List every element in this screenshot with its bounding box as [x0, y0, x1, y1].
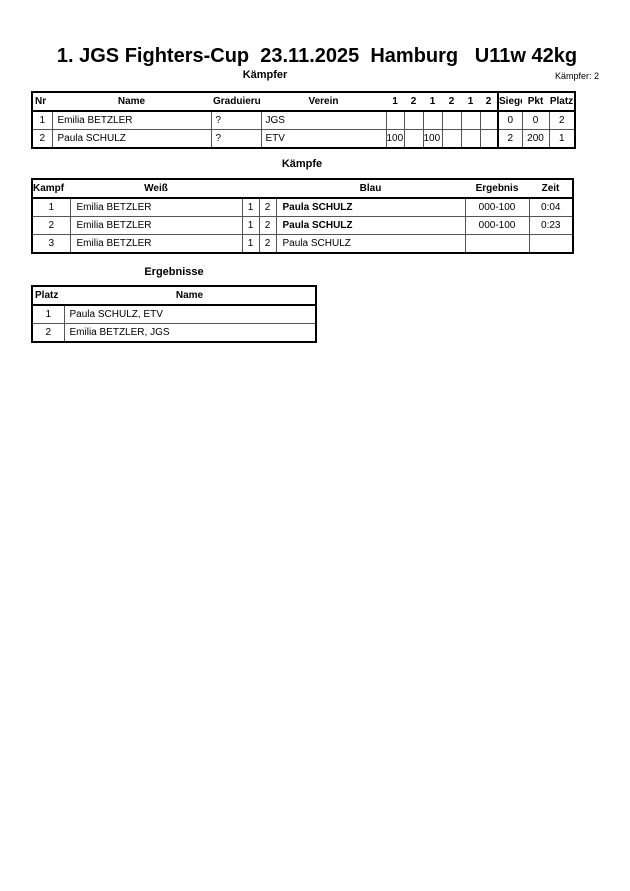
platz-cell: 2 [548, 110, 576, 130]
col-pkt: Pkt [522, 91, 549, 112]
siege-cell: 0 [497, 110, 523, 130]
zeit-cell: 0:23 [528, 216, 574, 235]
fight-row: 1 Emilia BETZLER 1 2 Paula SCHULZ 000-100 0:04 [31, 197, 574, 217]
weiss-cell: Emilia BETZLER [69, 216, 243, 235]
page-title: 1. JGS Fighters-Cup 23.11.2025 Hamburg U… [56, 45, 578, 67]
score-cell [403, 110, 424, 130]
fighters-heading: Kämpfer [242, 69, 288, 81]
blau-cell: Paula SCHULZ [275, 234, 466, 254]
col-blau: Blau [276, 178, 465, 199]
col-grad: Graduierung [211, 91, 261, 112]
col-r: 1 [461, 91, 480, 112]
col-r: 2 [404, 91, 423, 112]
score-a-cell: 1 [241, 216, 260, 235]
platz-cell: 1 [548, 129, 576, 149]
col-siege: Siege [497, 91, 522, 112]
fighter-count: Kämpfer: 2 [554, 71, 599, 81]
ergebnis-cell [464, 234, 530, 254]
zeit-cell: 0:04 [528, 197, 574, 217]
fights-heading: Kämpfe [281, 158, 323, 170]
weiss-cell: Emilia BETZLER [69, 197, 243, 217]
header-row: Platz Name [32, 285, 316, 306]
fighter-row: 1 Emilia BETZLER? JGS 0 0 2 [31, 110, 576, 130]
ergebnis-cell: 000-100 [464, 216, 530, 235]
score-cell: 100 [385, 129, 405, 149]
score-a-cell: 1 [241, 234, 260, 254]
grad-cell: ? [210, 110, 262, 130]
kampf-cell: 2 [31, 216, 71, 235]
score-cell [479, 129, 499, 149]
header-row: Kampf Weiß Blau Ergebnis Zeit [32, 178, 573, 199]
nr-cell: 2 [31, 129, 53, 149]
results-table: Platz Name 1 Paula SCHULZ, ETV 2 Emilia BET… [31, 285, 317, 343]
name-cell: Paula SCHULZ, ETV [63, 304, 317, 324]
col-r: 1 [423, 91, 442, 112]
col-platz: Platz [32, 285, 64, 306]
col-r: 2 [480, 91, 498, 112]
header-row: Nr Name Graduierung Verein 1 2 1 2 1 2 S… [32, 91, 575, 112]
score-cell [385, 110, 405, 130]
score-cell [460, 129, 481, 149]
fight-row: 3 Emilia BETZLER 1 2 Paula SCHULZ [31, 234, 574, 254]
nr-cell: 1 [31, 110, 53, 130]
score-b-cell: 2 [258, 197, 277, 217]
fights-table: Kampf Weiß Blau Ergebnis Zeit 1 Emilia BE… [31, 178, 574, 254]
grad-cell: ? [210, 129, 262, 149]
score-cell [460, 110, 481, 130]
platz-cell: 2 [31, 323, 65, 343]
score-cell [479, 110, 499, 130]
pkt-cell: 0 [521, 110, 550, 130]
fighters-table: Nr Name Graduierung Verein 1 2 1 2 1 2 S… [31, 91, 576, 149]
col-verein: Verein [261, 91, 386, 112]
col-kampf: Kampf [32, 178, 70, 199]
name-cell: Emilia BETZLER, JGS [63, 323, 317, 343]
pkt-cell: 200 [521, 129, 550, 149]
col-zeit: Zeit [529, 178, 573, 199]
score-cell [403, 129, 424, 149]
verein-cell: JGS [260, 110, 387, 130]
name-cell: Emilia BETZLER [51, 110, 212, 130]
score-b-cell: 2 [258, 234, 277, 254]
score-a-cell: 1 [241, 197, 260, 217]
result-row: 1 Paula SCHULZ, ETV [31, 304, 317, 324]
fight-row: 2 Emilia BETZLER 1 2 Paula SCHULZ 000-100 0:23 [31, 216, 574, 235]
siege-cell: 2 [497, 129, 523, 149]
name-cell: Paula SCHULZ [51, 129, 212, 149]
col-r: 1 [386, 91, 404, 112]
ergebnis-cell: 000-100 [464, 197, 530, 217]
score-cell [441, 129, 462, 149]
col-name: Name [52, 91, 211, 112]
kampf-cell: 1 [31, 197, 71, 217]
kampf-cell: 3 [31, 234, 71, 254]
score-b-cell: 2 [258, 216, 277, 235]
score-cell: 100 [422, 129, 443, 149]
fighter-row: 2 Paula SCHULZ? ETV 100 100 2 200 1 [31, 129, 576, 149]
col-r: 2 [442, 91, 461, 112]
col-weiss: Weiß [70, 178, 242, 199]
results-heading: Ergebnisse [144, 266, 204, 278]
col-platz: Platz [549, 91, 575, 112]
blau-cell: Paula SCHULZ [275, 197, 466, 217]
platz-cell: 1 [31, 304, 65, 324]
verein-cell: ETV [260, 129, 387, 149]
result-row: 2 Emilia BETZLER, JGS [31, 323, 317, 343]
col-ergebnis: Ergebnis [465, 178, 529, 199]
score-cell [441, 110, 462, 130]
zeit-cell [528, 234, 574, 254]
col-nr: Nr [32, 91, 52, 112]
col-name: Name [64, 285, 316, 306]
score-cell [422, 110, 443, 130]
weiss-cell: Emilia BETZLER [69, 234, 243, 254]
blau-cell: Paula SCHULZ [275, 216, 466, 235]
